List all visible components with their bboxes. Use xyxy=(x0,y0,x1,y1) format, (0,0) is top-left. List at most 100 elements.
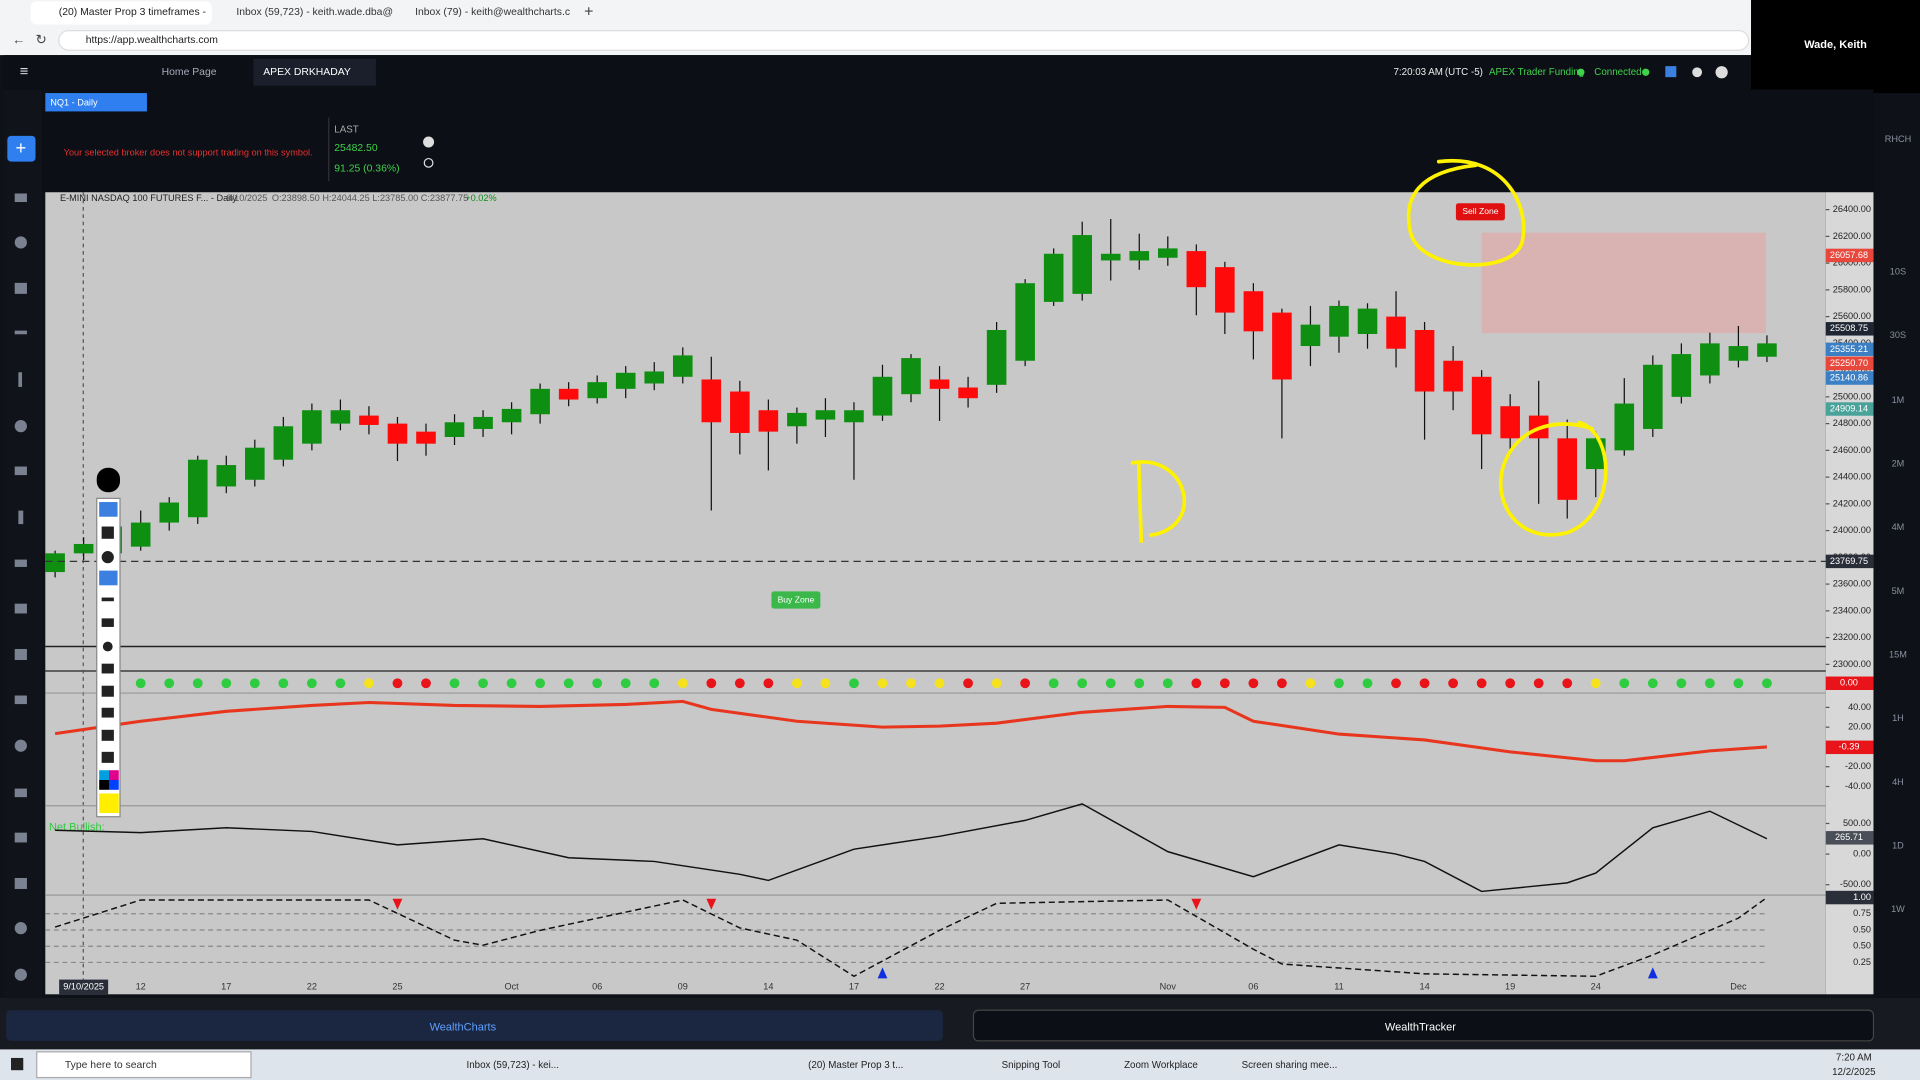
signal-dot xyxy=(1647,678,1658,689)
annotation: Buy Zone xyxy=(778,594,815,604)
signal-dot xyxy=(1391,678,1401,689)
signal-dot xyxy=(278,678,289,689)
tree-icon[interactable] xyxy=(423,157,434,168)
add-button[interactable] xyxy=(7,135,36,162)
timeframe[interactable]: 30S xyxy=(1890,330,1906,340)
candle-body xyxy=(330,410,351,424)
timeframe[interactable]: 4M xyxy=(1892,522,1905,532)
taskbar-app[interactable]: (20) Master Prop 3 t... xyxy=(808,1060,903,1071)
tab-title[interactable]: Inbox (59,723) - keith.wade.dba@ xyxy=(236,7,393,18)
back-button[interactable]: ← xyxy=(12,32,25,47)
footer-tab[interactable] xyxy=(6,1010,943,1041)
timeframe[interactable]: 4H xyxy=(1892,777,1904,787)
signal-dot xyxy=(421,678,431,689)
signal-dot xyxy=(734,678,745,689)
search-box[interactable] xyxy=(36,1051,252,1079)
taskbar-app[interactable]: Inbox (59,723) - kei... xyxy=(467,1060,559,1071)
app-tab-active[interactable] xyxy=(253,58,376,86)
timeframe[interactable]: 1M xyxy=(1892,395,1905,405)
sidebar-icons[interactable] xyxy=(14,193,27,981)
signal-dot xyxy=(1533,678,1544,689)
crosshair-date-box xyxy=(59,979,109,995)
add-icon[interactable]: + xyxy=(15,137,26,158)
last-value: 0.00 xyxy=(1840,678,1858,688)
y-tick-label: -500.00 xyxy=(1840,879,1871,889)
taskbar-app[interactable]: Snipping Tool xyxy=(1002,1060,1061,1071)
candle-body xyxy=(1072,235,1092,294)
y-tick-label: 23000.00 xyxy=(1833,659,1871,669)
drawing-tools[interactable] xyxy=(99,502,119,814)
settings-icon[interactable] xyxy=(423,136,435,148)
signal-dot xyxy=(877,678,888,689)
divider xyxy=(328,117,330,182)
app-tab[interactable]: APEX DRKHADAY xyxy=(263,67,351,78)
timeframe[interactable]: 5M xyxy=(1892,586,1905,596)
y-tick-label: 24400.00 xyxy=(1833,472,1871,482)
reload-button[interactable]: ↻ xyxy=(36,32,47,47)
signal-dot xyxy=(820,678,831,689)
price-label-box xyxy=(1825,342,1874,357)
new-tab[interactable]: + xyxy=(584,3,593,20)
tab-title[interactable]: (20) Master Prop 3 timeframes - xyxy=(59,7,206,18)
tab-active[interactable] xyxy=(30,1,212,25)
taskbar-app[interactable]: Zoom Workplace xyxy=(1124,1060,1198,1071)
y-tick-label: 26200.00 xyxy=(1833,231,1871,241)
signal-dot xyxy=(592,678,603,689)
taskbar-time: 7:20 AM xyxy=(1836,1053,1872,1064)
candle-body xyxy=(1129,251,1150,261)
price-label-box xyxy=(1825,402,1874,416)
app-tab[interactable]: Home Page xyxy=(162,67,217,78)
tab-title[interactable]: Inbox (79) - keith@wealthcharts.c xyxy=(415,7,570,18)
signal-dot xyxy=(1219,678,1230,689)
timeframe[interactable]: 10S xyxy=(1890,266,1906,276)
candle-body xyxy=(1700,343,1720,376)
settings-icon[interactable] xyxy=(1715,66,1728,79)
symbol-tab[interactable] xyxy=(45,93,147,112)
timeframe[interactable]: 1D xyxy=(1892,841,1904,851)
timeframe[interactable]: 2M xyxy=(1892,459,1905,469)
start-button[interactable] xyxy=(11,1057,24,1071)
search-placeholder[interactable]: Type here to search xyxy=(65,1060,157,1071)
footer-tab-label[interactable]: WealthTracker xyxy=(1385,1021,1456,1033)
signal-dot xyxy=(649,678,660,689)
timezone: (UTC -5) xyxy=(1445,67,1483,78)
x-tick-label: Oct xyxy=(504,981,519,991)
annotation-box xyxy=(1455,203,1505,221)
footer-tab-label[interactable]: WealthCharts xyxy=(430,1021,497,1033)
symbol-tab-label[interactable]: NQ1 - Daily xyxy=(50,97,98,107)
x-tick-label: 27 xyxy=(1020,981,1030,991)
candle-body xyxy=(758,410,779,432)
footer-tab[interactable] xyxy=(972,1009,1875,1042)
candle-body xyxy=(1443,360,1463,392)
url[interactable]: https://app.wealthcharts.com xyxy=(86,35,218,46)
menu-button[interactable]: ≡ xyxy=(20,64,29,80)
timeframe[interactable]: 1H xyxy=(1892,713,1904,723)
timeframe[interactable]: 1W xyxy=(1891,904,1905,914)
y-tick-label: 0.50 xyxy=(1853,924,1871,934)
change: +0.02% xyxy=(465,193,496,203)
y-tick-label: 23600.00 xyxy=(1833,579,1871,589)
candle-body xyxy=(815,410,836,420)
signal-dot xyxy=(221,678,232,689)
candle-body xyxy=(929,379,950,389)
timeframe[interactable]: 15M xyxy=(1889,650,1907,660)
toolbar-pin[interactable] xyxy=(96,467,120,493)
address-bar[interactable] xyxy=(58,30,1750,51)
signal-dot xyxy=(1162,678,1173,689)
drawing-toolbar xyxy=(96,497,121,818)
sell-signal xyxy=(1191,898,1202,910)
signal-dot xyxy=(1505,678,1516,689)
y-tick-label: 24600.00 xyxy=(1833,445,1871,455)
taskbar-app[interactable]: Screen sharing mee... xyxy=(1242,1060,1338,1071)
price-label: 25355.21 xyxy=(1830,344,1868,354)
timeframe[interactable]: RHCH xyxy=(1885,134,1912,144)
signal-dot xyxy=(164,678,175,689)
candle-body xyxy=(872,376,893,416)
save-icon[interactable] xyxy=(1665,66,1677,78)
taskbar xyxy=(0,1049,1920,1080)
y-tick-label: 26000.00 xyxy=(1833,258,1871,268)
signal-dot xyxy=(1590,678,1601,689)
bell-icon[interactable] xyxy=(1692,67,1703,78)
y-tick-label: 1.00 xyxy=(1853,892,1871,902)
